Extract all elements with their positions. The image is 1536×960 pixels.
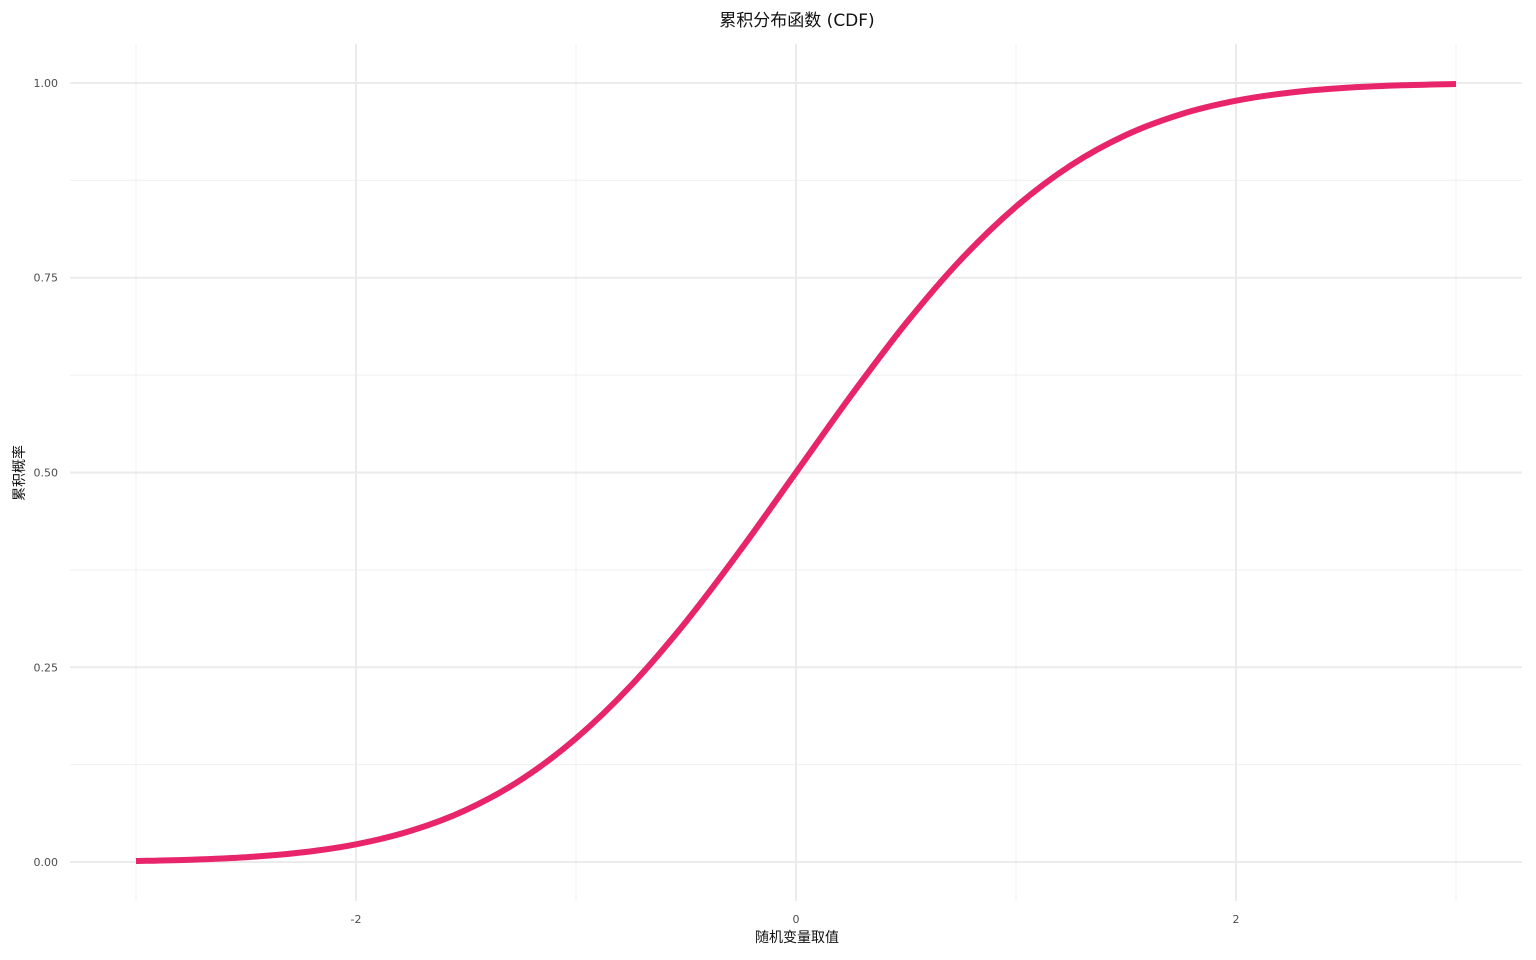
x-tick-label: 2 xyxy=(1233,913,1240,926)
y-tick-label: 0.50 xyxy=(34,467,59,480)
x-tick-label: -2 xyxy=(351,913,362,926)
x-tick-label: 0 xyxy=(793,913,800,926)
y-tick-label: 0.00 xyxy=(34,856,59,869)
y-tick-label: 0.75 xyxy=(34,272,59,285)
series-layer xyxy=(135,80,1457,865)
y-axis-ticks: 0.00 0.25 0.50 0.75 1.00 xyxy=(34,77,59,869)
x-axis-title: 随机变量取值 xyxy=(755,930,839,946)
y-tick-label: 0.25 xyxy=(34,661,59,674)
chart-title: 累积分布函数 (CDF) xyxy=(719,11,874,31)
y-axis-title: 累积概率 xyxy=(11,445,28,501)
x-axis-ticks: -2 0 2 xyxy=(351,913,1240,926)
cdf-series-line xyxy=(135,80,1457,865)
y-tick-label: 1.00 xyxy=(34,77,59,90)
